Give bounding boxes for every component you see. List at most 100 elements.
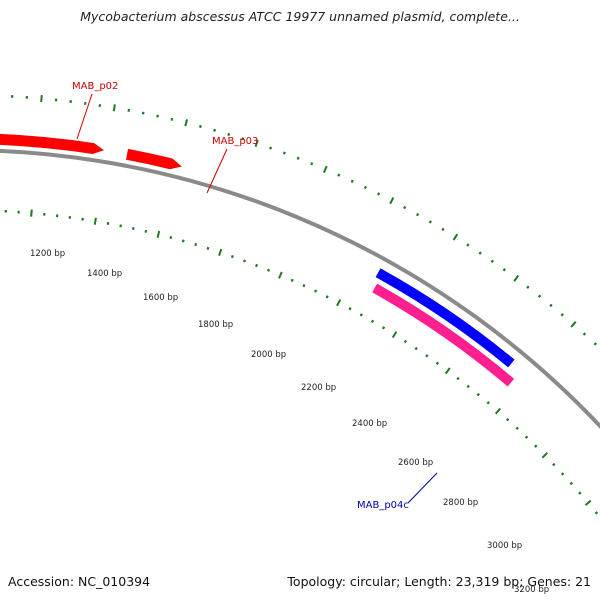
inner-tick-ring	[4, 209, 599, 515]
gene-label-leader	[206, 148, 228, 194]
outer-tick-mark	[282, 151, 286, 155]
inner-tick-mark	[230, 254, 234, 259]
inner-tick-mark	[476, 392, 480, 397]
outer-tick-mark	[141, 111, 145, 115]
gene-label-mab-p02[interactable]: MAB_p02	[72, 81, 118, 92]
scale-label: 2800 bp	[443, 498, 478, 508]
inner-tick-mark	[30, 209, 33, 217]
outer-tick-mark	[227, 132, 231, 136]
inner-tick-mark	[194, 243, 198, 247]
inner-tick-mark	[181, 239, 185, 243]
outer-tick-mark	[269, 146, 273, 150]
inner-tick-mark	[255, 263, 259, 268]
outer-tick-mark	[582, 332, 587, 336]
inner-tick-mark	[381, 326, 386, 330]
inner-tick-mark	[131, 227, 135, 231]
gene-track	[0, 133, 515, 387]
inner-tick-mark	[206, 246, 210, 250]
outer-tick-mark	[350, 179, 354, 183]
gene-mab-p02[interactable]	[0, 133, 105, 154]
inner-tick-mark	[302, 283, 306, 288]
inner-tick-mark	[425, 354, 429, 358]
inner-tick-mark	[444, 367, 451, 375]
outer-tick-ring	[11, 94, 597, 346]
inner-tick-mark	[243, 259, 246, 263]
gene-mab-p03[interactable]	[126, 148, 182, 170]
inner-tick-mark	[414, 346, 418, 351]
gene-label-mab-p04c[interactable]: MAB_p04c	[357, 500, 409, 511]
gene-label-mab-p03[interactable]: MAB_p03	[212, 136, 258, 147]
scale-label: 2600 bp	[398, 458, 433, 468]
inner-tick-mark	[466, 384, 470, 389]
gene-label-leader	[76, 93, 93, 140]
inner-tick-mark	[169, 236, 173, 240]
outer-tick-mark	[466, 243, 470, 247]
outer-tick-mark	[296, 156, 300, 160]
outer-tick-mark	[170, 117, 174, 121]
outer-tick-mark	[199, 124, 202, 128]
inner-tick-mark	[370, 319, 375, 323]
outer-tick-mark	[403, 205, 407, 210]
inner-tick-mark	[218, 248, 223, 257]
gene-label-leader	[407, 472, 438, 504]
outer-tick-mark	[323, 165, 328, 173]
inner-tick-mark	[578, 491, 582, 495]
inner-tick-mark	[534, 444, 538, 448]
outer-tick-mark	[593, 342, 597, 346]
outer-tick-mark	[490, 259, 494, 263]
scale-label: 1800 bp	[198, 320, 233, 330]
inner-tick-mark	[266, 268, 271, 272]
inner-tick-mark	[505, 417, 510, 422]
topology-summary: Topology: circular; Length: 23,319 bp; G…	[287, 574, 591, 589]
gene-labels: MAB_p02 MAB_p03 MAB_p04c	[72, 81, 438, 511]
gene-unlabeled[interactable]	[375, 268, 515, 368]
gene-mab-p04c[interactable]	[372, 283, 515, 387]
inner-tick-mark	[156, 230, 161, 238]
inner-tick-mark	[391, 331, 398, 339]
inner-tick-mark	[348, 307, 352, 311]
accession-text: Accession: NC_010394	[8, 574, 151, 589]
scale-label: 1400 bp	[87, 269, 122, 279]
outer-tick-mark	[156, 114, 159, 118]
inner-tick-mark	[486, 401, 490, 405]
inner-tick-mark	[278, 271, 283, 279]
inner-tick-mark	[435, 361, 439, 365]
outer-tick-mark	[502, 268, 506, 272]
outer-tick-mark	[537, 294, 542, 298]
plasmid-backbone	[0, 148, 600, 430]
inner-tick-mark	[569, 481, 573, 486]
outer-tick-mark	[184, 119, 189, 127]
map-title: Mycobacterium abscessus ATCC 19977 unnam…	[80, 9, 520, 24]
outer-tick-mark	[452, 233, 459, 241]
inner-tick-mark	[403, 339, 408, 344]
outer-tick-mark	[112, 104, 116, 112]
outer-tick-mark	[415, 212, 420, 217]
inner-tick-mark	[314, 289, 318, 293]
outer-tick-mark	[241, 137, 245, 141]
outer-tick-mark	[560, 313, 564, 317]
outer-tick-mark	[526, 285, 530, 289]
outer-tick-mark	[363, 185, 368, 190]
outer-tick-mark	[570, 321, 577, 328]
outer-tick-mark	[428, 220, 432, 224]
inner-tick-mark	[552, 462, 556, 467]
outer-tick-mark	[310, 162, 314, 166]
scale-labels: 1200 bp 1400 bp 1600 bp 1800 bp 2000 bp 2200 …	[30, 249, 549, 595]
inner-tick-mark	[584, 499, 592, 506]
inner-tick-mark	[119, 224, 123, 228]
outer-tick-mark	[549, 303, 553, 308]
outer-tick-mark	[213, 128, 216, 132]
inner-tick-mark	[594, 511, 599, 515]
outer-tick-mark	[254, 139, 259, 147]
outer-tick-mark	[40, 94, 43, 103]
inner-tick-mark	[325, 295, 329, 299]
scale-label: 3000 bp	[487, 541, 522, 551]
outer-tick-mark	[441, 227, 445, 232]
outer-tick-mark	[513, 274, 520, 282]
inner-tick-mark	[456, 376, 460, 381]
inner-tick-mark	[359, 313, 363, 317]
inner-tick-mark	[515, 426, 519, 431]
scale-label: 1600 bp	[143, 293, 178, 303]
